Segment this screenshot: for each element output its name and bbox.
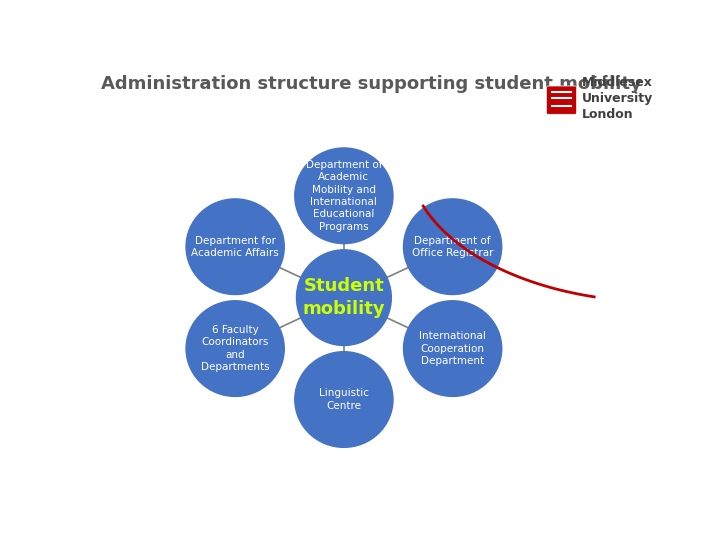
Text: Department of
Office Registrar: Department of Office Registrar: [412, 235, 493, 258]
Ellipse shape: [186, 199, 284, 294]
Text: Department for
Academic Affairs: Department for Academic Affairs: [192, 235, 279, 258]
Ellipse shape: [294, 352, 393, 447]
Ellipse shape: [297, 250, 392, 346]
Ellipse shape: [294, 148, 393, 244]
Text: Middlesex
University
London: Middlesex University London: [582, 76, 653, 120]
Ellipse shape: [186, 301, 284, 396]
Ellipse shape: [403, 301, 502, 396]
Text: International
Cooperation
Department: International Cooperation Department: [419, 331, 486, 366]
Ellipse shape: [403, 199, 502, 294]
Text: 6 Faculty
Coordinators
and
Departments: 6 Faculty Coordinators and Departments: [201, 325, 269, 372]
Text: Linguistic
Centre: Linguistic Centre: [319, 388, 369, 411]
Text: Department of
Academic
Mobility and
International
Educational
Programs: Department of Academic Mobility and Inte…: [305, 160, 382, 232]
FancyBboxPatch shape: [546, 86, 577, 114]
Text: Student
mobility: Student mobility: [302, 277, 385, 319]
Text: Administration structure supporting student mobility: Administration structure supporting stud…: [101, 75, 642, 93]
